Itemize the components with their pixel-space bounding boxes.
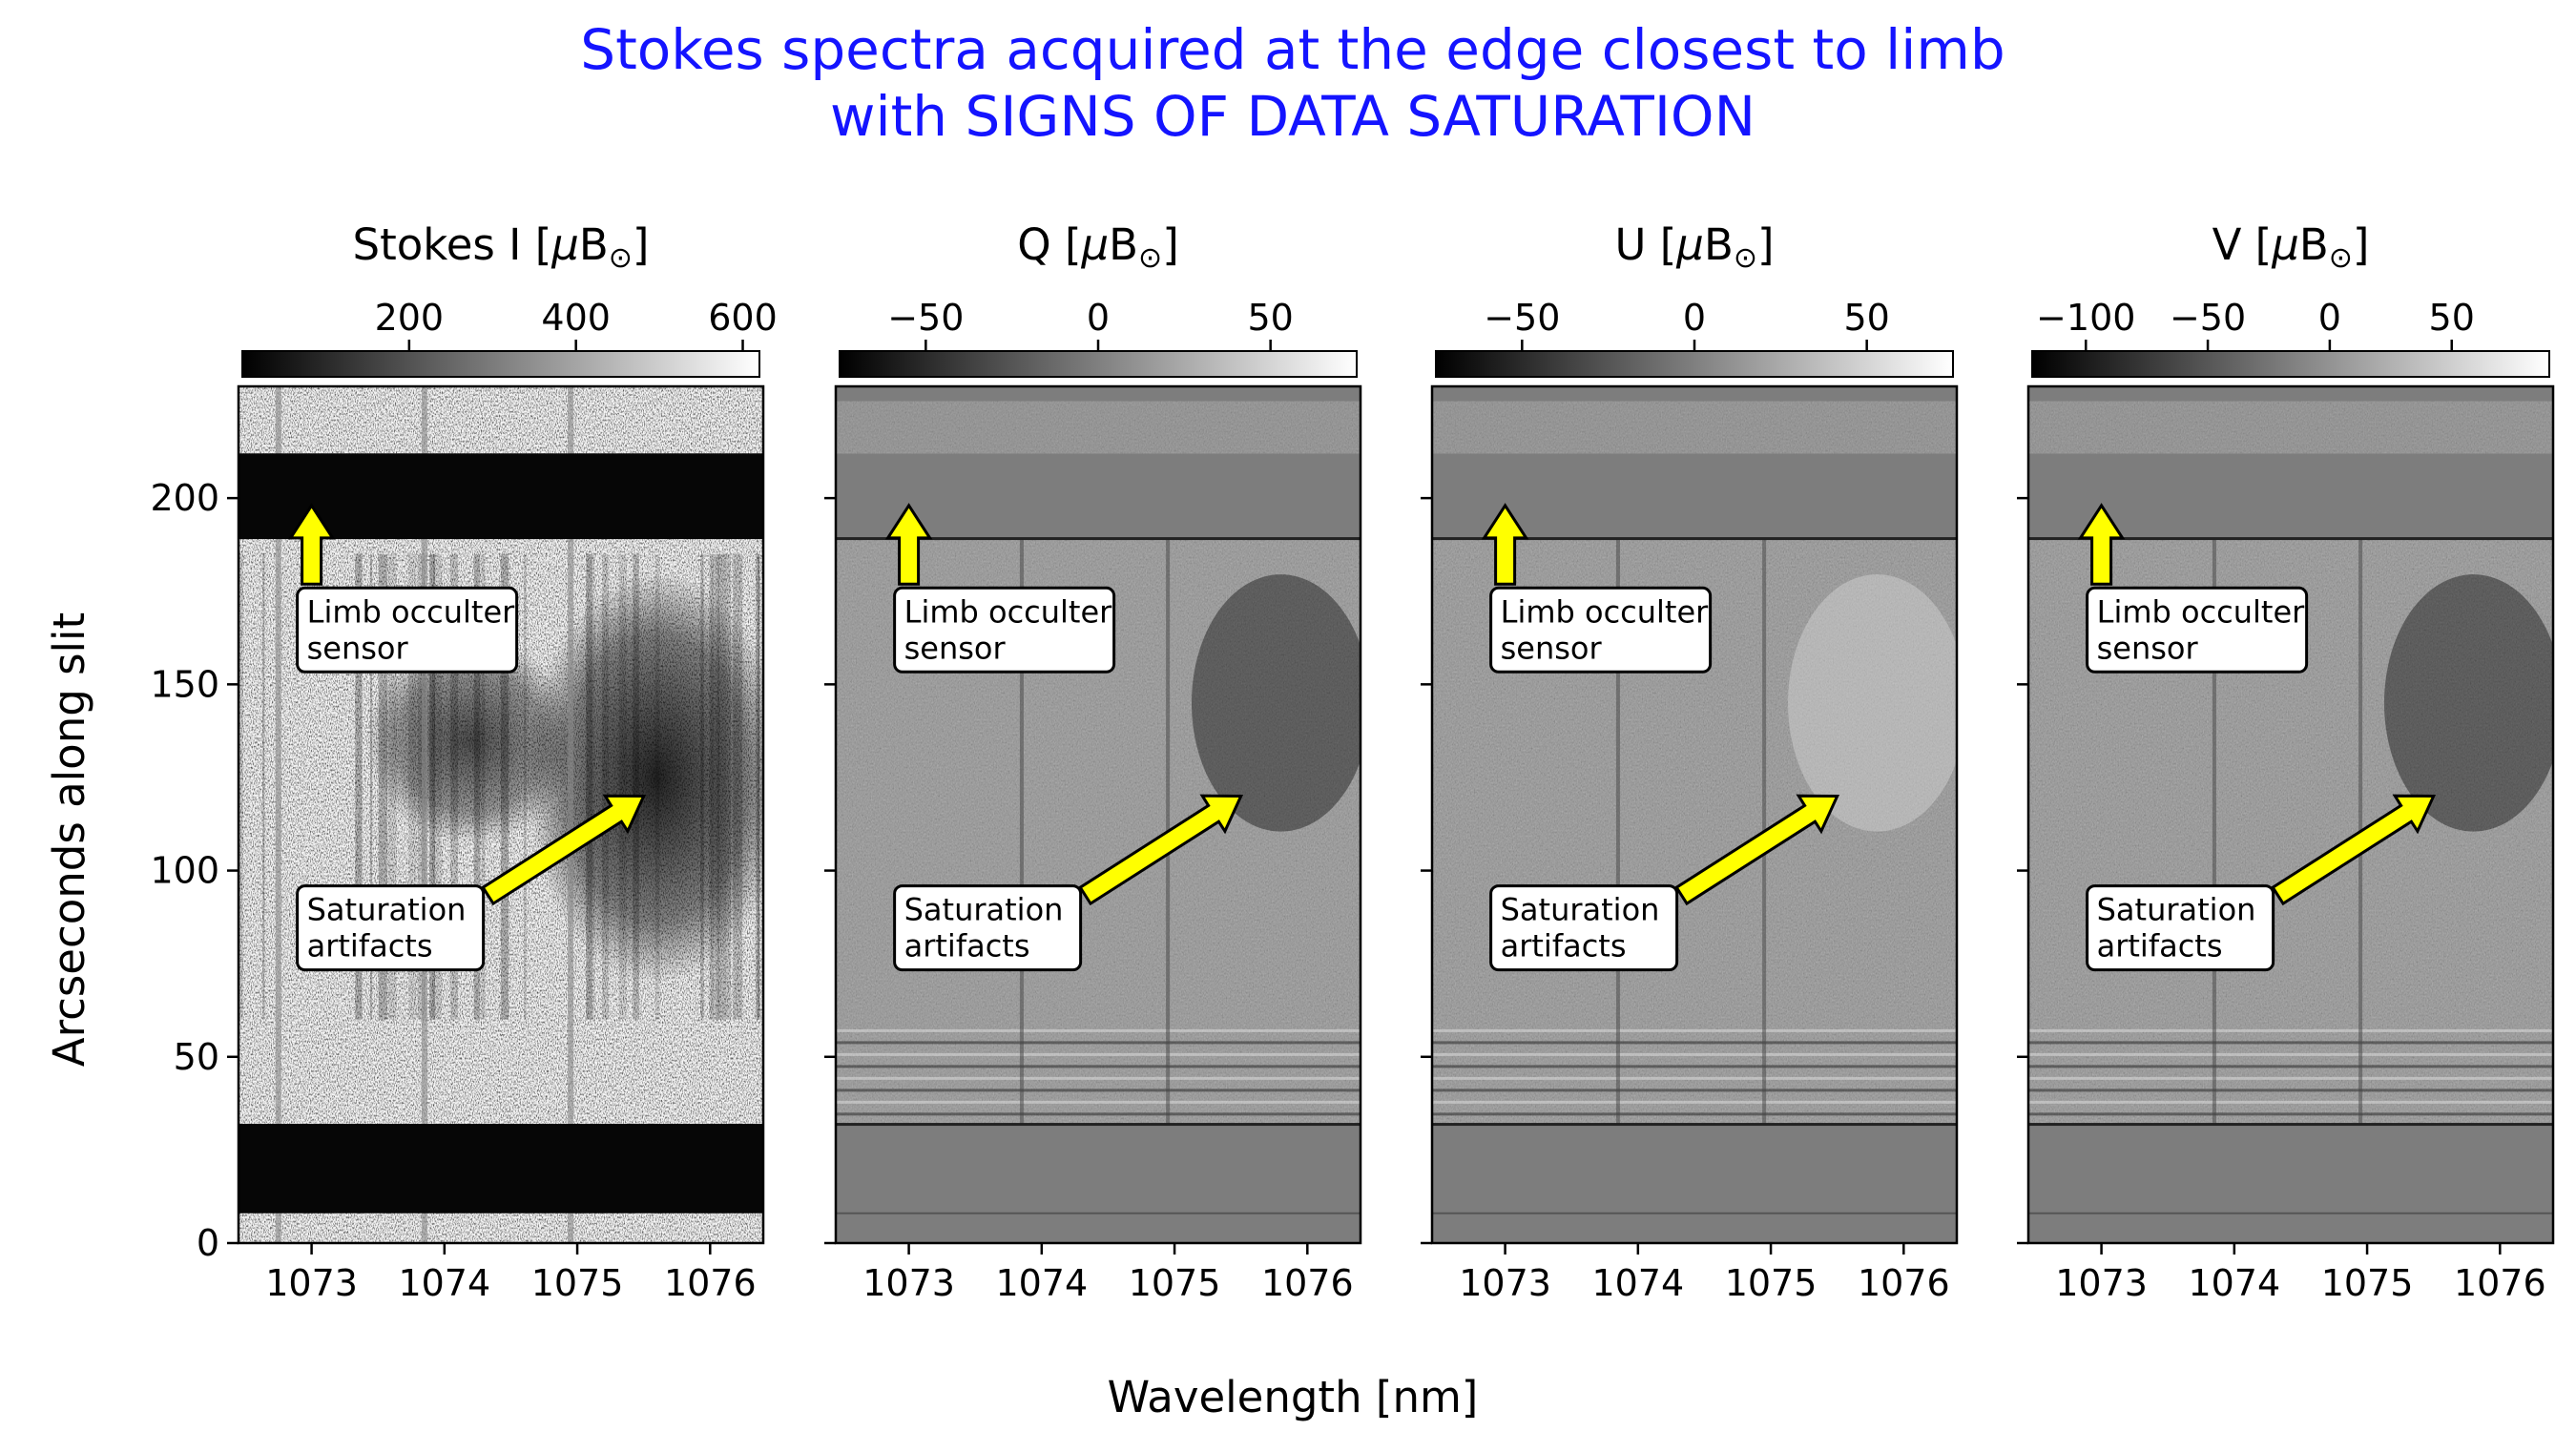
annotation-text: Limb occulter (1501, 593, 1710, 630)
colorbar-tick-label: −50 (1484, 297, 1560, 339)
colorbar-label: Q [μB⊙] (1017, 219, 1179, 275)
x-tick-label: 1075 (1725, 1262, 1818, 1304)
annotation-arrow (2077, 503, 2126, 586)
colorbar (1435, 350, 1954, 378)
colorbar (2031, 350, 2550, 378)
annotation-box (2086, 586, 2309, 674)
y-tick-label: 150 (150, 663, 219, 705)
annotation-box (1489, 586, 1713, 674)
x-tick-label: 1073 (2055, 1262, 2148, 1304)
annotation-text: Saturation (307, 892, 467, 928)
axes-frame (237, 384, 765, 1245)
colorbar-tick-label: 600 (708, 297, 778, 339)
annotation-text: Saturation (2097, 892, 2256, 928)
figure-title-line-1: Stokes spectra acquired at the edge clos… (580, 17, 2005, 82)
colorbar-tick-label: 50 (1247, 297, 1293, 339)
annotation-text: Limb occulter (2097, 593, 2306, 630)
annotation-text: sensor (904, 630, 1007, 666)
annotation-text: Saturation (904, 892, 1064, 928)
colorbar (839, 350, 1358, 378)
annotation-arrow (1078, 794, 1244, 906)
x-tick-label: 1073 (265, 1262, 358, 1304)
colorbar-tick-label: 50 (1843, 297, 1889, 339)
colorbar (241, 350, 760, 378)
panel-1: 1073 1074 1075 1076 0 50 100 150 200 200 400 600 Sto… (150, 219, 778, 1304)
annotation-text: artifacts (1501, 928, 1627, 964)
panels: 1073 1074 1075 1076 0 50 100 150 200 200 400 600 Sto… (150, 219, 2555, 1304)
x-tick-label: 1074 (995, 1262, 1088, 1304)
axes-frame (2026, 384, 2555, 1245)
annotation-text: artifacts (307, 928, 433, 964)
x-tick-label: 1074 (1591, 1262, 1684, 1304)
annotation-box (2086, 884, 2275, 972)
y-axis-label: Arcseconds along slit (44, 612, 94, 1067)
annotation-arrow (481, 794, 647, 906)
colorbar-label: U [μB⊙] (1614, 219, 1774, 275)
annotation-arrow (2271, 794, 2437, 906)
annotation-box (893, 586, 1116, 674)
annotation-box (296, 586, 519, 674)
annotation-box (1489, 884, 1679, 972)
x-tick-label: 1076 (1858, 1262, 1950, 1304)
annotation-text: sensor (1501, 630, 1603, 666)
annotation-text: artifacts (904, 928, 1030, 964)
annotation-arrow (884, 503, 933, 586)
annotation-box (296, 884, 486, 972)
x-tick-label: 1075 (1129, 1262, 1221, 1304)
colorbar-tick-label: −50 (887, 297, 964, 339)
annotation-text: artifacts (2097, 928, 2223, 964)
x-tick-label: 1073 (862, 1262, 955, 1304)
x-axis-label: Wavelength [nm] (1108, 1372, 1479, 1422)
annotation-text: Limb occulter (307, 593, 516, 630)
colorbar-tick-label: 50 (2429, 297, 2475, 339)
panel-3: 1073 1074 1075 1076 −50 0 50 U [μB⊙] Limb occult… (1421, 219, 1959, 1304)
colorbar-tick-label: −100 (2036, 297, 2135, 339)
colorbar-tick-label: 0 (1683, 297, 1706, 339)
x-tick-label: 1073 (1459, 1262, 1551, 1304)
x-tick-label: 1075 (531, 1262, 624, 1304)
annotation-arrow (1481, 503, 1529, 586)
colorbar-label: V [μB⊙] (2212, 219, 2370, 275)
colorbar-tick-label: 200 (375, 297, 445, 339)
y-tick-label: 100 (150, 850, 219, 892)
axes-frame (834, 384, 1362, 1245)
annotation-box (893, 884, 1083, 972)
colorbar-tick-label: −50 (2170, 297, 2246, 339)
x-tick-label: 1074 (398, 1262, 490, 1304)
colorbar-tick-label: 0 (1087, 297, 1110, 339)
x-tick-label: 1076 (2454, 1262, 2546, 1304)
x-tick-label: 1074 (2188, 1262, 2280, 1304)
panel-4: 1073 1074 1075 1076 −100 −50 0 50 V [μB⊙] Limb oc… (2017, 219, 2555, 1304)
annotation-text: Limb occulter (904, 593, 1113, 630)
panel-2: 1073 1074 1075 1076 −50 0 50 Q [μB⊙] Limb occult… (824, 219, 1362, 1304)
figure-title-line-2: with SIGNS OF DATA SATURATION (830, 84, 1755, 149)
axes-frame (1430, 384, 1959, 1245)
x-tick-label: 1076 (664, 1262, 757, 1304)
heatmap-image (239, 386, 763, 1243)
annotation-text: sensor (307, 630, 409, 666)
x-tick-label: 1075 (2321, 1262, 2414, 1304)
annotation-arrow (287, 503, 336, 586)
colorbar-tick-label: 400 (541, 297, 611, 339)
y-tick-label: 200 (150, 477, 219, 519)
annotation-text: Saturation (1501, 892, 1660, 928)
colorbar-tick-label: 0 (2318, 297, 2341, 339)
annotation-text: sensor (2097, 630, 2199, 666)
colorbar-label: Stokes I [μB⊙] (353, 219, 650, 275)
y-tick-label: 50 (174, 1036, 219, 1078)
x-tick-label: 1076 (1261, 1262, 1354, 1304)
y-tick-label: 0 (197, 1222, 219, 1264)
annotation-arrow (1674, 794, 1840, 906)
